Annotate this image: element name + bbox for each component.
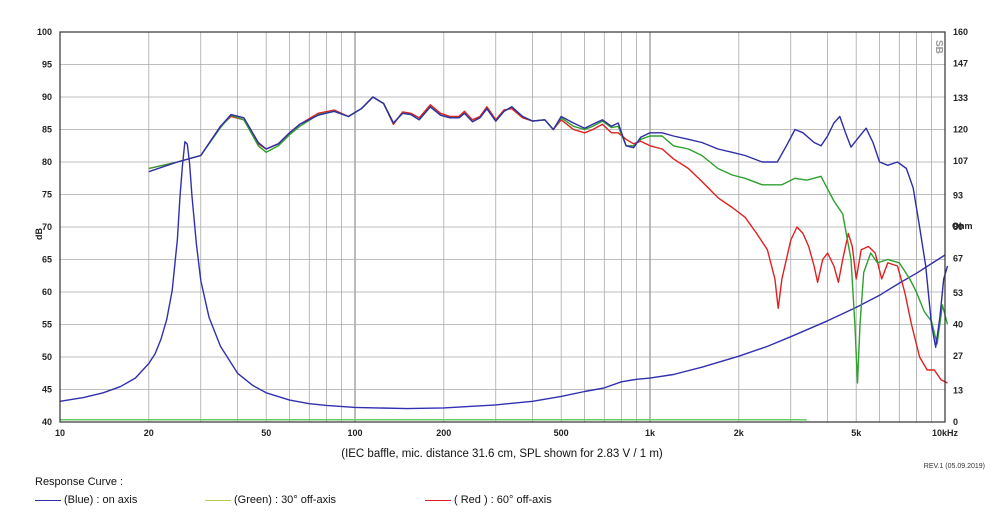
y-axis-label-left: dB: [34, 228, 44, 240]
y-tick-label-left: 90: [42, 92, 52, 102]
y-tick-label-left: 40: [42, 417, 52, 427]
y-tick-label-right: 27: [953, 351, 963, 361]
legend-label-red: ( Red ) : 60° off-axis: [454, 494, 552, 506]
brand-watermark: SB: [933, 40, 944, 54]
x-tick-label: 20: [144, 428, 154, 438]
y-tick-label-right: 40: [953, 320, 963, 330]
x-axis-caption: (IEC baffle, mic. distance 31.6 cm, SPL …: [341, 448, 663, 460]
y-tick-label-right: 133: [953, 93, 968, 103]
y-tick-label-right: 107: [953, 156, 968, 166]
y-tick-label-left: 50: [42, 352, 52, 362]
x-tick-label: 500: [554, 428, 569, 438]
y-tick-label-left: 75: [42, 190, 52, 200]
ticks-group: 10 20 50 100 200 500 1k 2k 5k 10kHz 40 45 50 55 60 65 70…: [37, 27, 968, 438]
x-tick-label: 50: [261, 428, 271, 438]
y-tick-label-left: 45: [42, 385, 52, 395]
grid: [60, 32, 945, 422]
y-axis-label-right: Ohm: [952, 221, 973, 231]
y-tick-label-left: 65: [42, 255, 52, 265]
y-tick-label-right: 160: [953, 27, 968, 37]
legend-swatch-green: [205, 499, 231, 501]
x-tick-label: 10: [55, 428, 65, 438]
x-tick-label: 100: [347, 428, 362, 438]
series-line-impedance: [59, 141, 946, 410]
x-tick-label: 200: [436, 428, 451, 438]
legend-swatch-red: [425, 499, 451, 501]
x-tick-label: 2k: [734, 428, 745, 438]
y-tick-label-left: 95: [42, 60, 52, 70]
frequency-response-chart: 10 20 50 100 200 500 1k 2k 5k 10kHz 40 45 50 55 60 65 70…: [34, 27, 985, 470]
y-tick-label-right: 147: [953, 59, 968, 69]
y-tick-label-right: 120: [953, 125, 968, 135]
legend-item-green: (Green) : 30° off-axis: [205, 494, 336, 506]
legend-title: Response Curve :: [35, 476, 124, 488]
y-tick-label-right: 0: [953, 417, 958, 427]
x-tick-label: 10kHz: [932, 428, 959, 438]
series-group: [59, 96, 949, 421]
x-tick-label: 5k: [851, 428, 862, 438]
y-tick-label-right: 93: [953, 190, 963, 200]
y-tick-label-left: 100: [37, 27, 52, 37]
legend-label-blue: (Blue) : on axis: [64, 494, 138, 506]
plot-border: [59, 31, 946, 423]
y-tick-label-left: 85: [42, 125, 52, 135]
x-tick-label: 1k: [645, 428, 656, 438]
y-tick-label-right: 80: [953, 222, 963, 232]
legend-item-blue: (Blue) : on axis: [35, 494, 137, 506]
y-tick-label-left: 80: [42, 157, 52, 167]
revision-label: REV.1 (05.09.2019): [924, 463, 985, 470]
y-tick-label-left: 70: [42, 222, 52, 232]
legend-item-red: ( Red ) : 60° off-axis: [425, 494, 552, 506]
legend-label-green: (Green) : 30° off-axis: [234, 494, 337, 506]
y-tick-label-right: 53: [953, 288, 963, 298]
series-line-blue-on-axis: [148, 96, 949, 348]
y-tick-label-left: 55: [42, 320, 52, 330]
y-tick-label-left: 60: [42, 287, 52, 297]
legend-swatch-blue: [35, 499, 61, 501]
y-tick-label-right: 67: [953, 254, 963, 264]
y-tick-label-right: 13: [953, 385, 963, 395]
